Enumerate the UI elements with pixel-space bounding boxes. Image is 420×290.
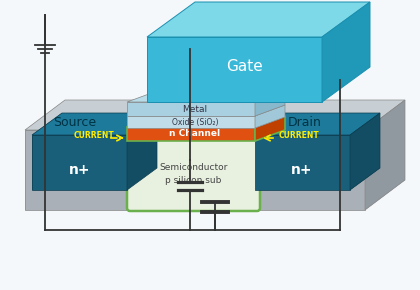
Polygon shape [147,37,322,102]
Text: CURRENT: CURRENT [278,131,319,140]
Polygon shape [365,100,405,210]
Text: Semiconductor
p silicon sub: Semiconductor p silicon sub [159,163,228,185]
Polygon shape [127,91,285,102]
Polygon shape [32,113,157,135]
Polygon shape [25,100,405,130]
Polygon shape [32,135,127,190]
Text: CURRENT: CURRENT [74,131,114,140]
Polygon shape [127,116,255,128]
Polygon shape [255,135,350,190]
Polygon shape [32,135,127,190]
Text: Source: Source [53,115,97,128]
Polygon shape [127,113,157,190]
Polygon shape [127,105,285,116]
FancyBboxPatch shape [127,137,260,211]
Text: Oxide (SiO₂): Oxide (SiO₂) [172,117,218,126]
Polygon shape [255,91,285,116]
Text: Gate: Gate [226,59,263,74]
Polygon shape [255,116,285,141]
Polygon shape [127,113,157,190]
Polygon shape [127,105,285,116]
Text: n Channel: n Channel [169,130,221,139]
Polygon shape [25,130,365,210]
Polygon shape [127,102,255,116]
Polygon shape [25,100,405,130]
Polygon shape [350,113,380,190]
Text: n+: n+ [69,163,91,177]
Polygon shape [147,2,370,37]
Polygon shape [127,91,285,102]
Polygon shape [127,116,255,128]
Polygon shape [127,127,255,141]
Polygon shape [365,100,405,210]
Polygon shape [32,113,157,135]
Polygon shape [127,102,255,116]
Polygon shape [255,113,380,135]
Text: Metal: Metal [182,104,207,113]
Polygon shape [127,116,285,127]
Polygon shape [255,91,285,116]
Text: n+: n+ [291,163,313,177]
Polygon shape [322,2,370,102]
Polygon shape [255,113,380,135]
Polygon shape [255,135,350,190]
Polygon shape [255,105,285,128]
Polygon shape [25,130,365,210]
Polygon shape [255,105,285,128]
Text: Drain: Drain [288,115,322,128]
Polygon shape [350,113,380,190]
